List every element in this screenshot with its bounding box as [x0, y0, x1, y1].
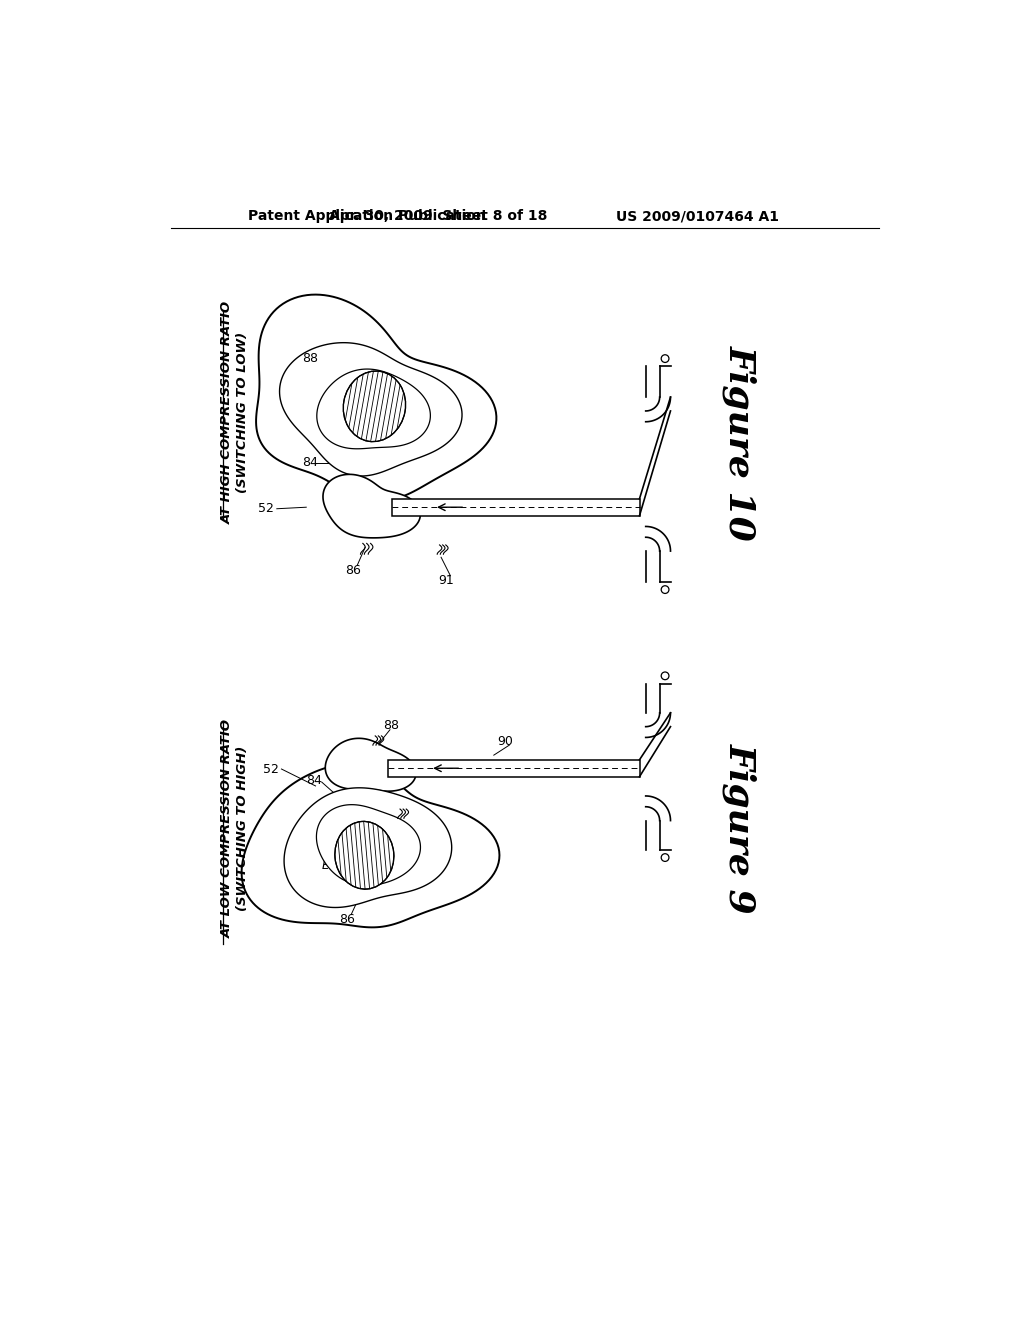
Text: 86: 86	[339, 912, 355, 925]
Text: Figure 9: Figure 9	[723, 743, 758, 913]
Text: 84: 84	[306, 774, 322, 787]
Text: AT HIGH COMPRESSION RATIO: AT HIGH COMPRESSION RATIO	[221, 301, 233, 524]
Polygon shape	[242, 763, 500, 928]
Polygon shape	[326, 738, 416, 791]
Text: AT LOW COMPRESSION RATIO: AT LOW COMPRESSION RATIO	[221, 719, 233, 937]
Text: 84: 84	[302, 455, 318, 469]
Polygon shape	[316, 805, 421, 886]
Text: E: E	[410, 391, 417, 404]
Text: Figure 10: Figure 10	[723, 346, 758, 541]
Polygon shape	[256, 294, 497, 500]
Polygon shape	[316, 370, 430, 449]
Polygon shape	[280, 343, 462, 477]
Text: OIL STREAM: OIL STREAM	[499, 500, 579, 513]
Text: (SWITCHING TO HIGH): (SWITCHING TO HIGH)	[237, 746, 249, 911]
Text: Patent Application Publication: Patent Application Publication	[248, 209, 485, 223]
Text: 88: 88	[384, 718, 399, 731]
Polygon shape	[323, 474, 420, 537]
Ellipse shape	[335, 821, 394, 890]
Text: 52: 52	[258, 502, 273, 515]
Polygon shape	[284, 788, 452, 907]
Text: Apr. 30, 2009  Sheet 8 of 18: Apr. 30, 2009 Sheet 8 of 18	[329, 209, 547, 223]
Text: 91: 91	[438, 574, 454, 587]
Polygon shape	[388, 760, 640, 776]
Ellipse shape	[343, 371, 406, 442]
Text: 88: 88	[302, 352, 318, 366]
Polygon shape	[391, 499, 640, 516]
Text: 90: 90	[498, 735, 513, 748]
Text: OIL STREAM: OIL STREAM	[499, 762, 579, 775]
Text: 86: 86	[345, 564, 360, 577]
Text: US 2009/0107464 A1: US 2009/0107464 A1	[616, 209, 779, 223]
Text: (SWITCHING TO LOW): (SWITCHING TO LOW)	[237, 331, 249, 494]
Text: 52: 52	[263, 763, 280, 776]
Text: E: E	[322, 859, 330, 871]
